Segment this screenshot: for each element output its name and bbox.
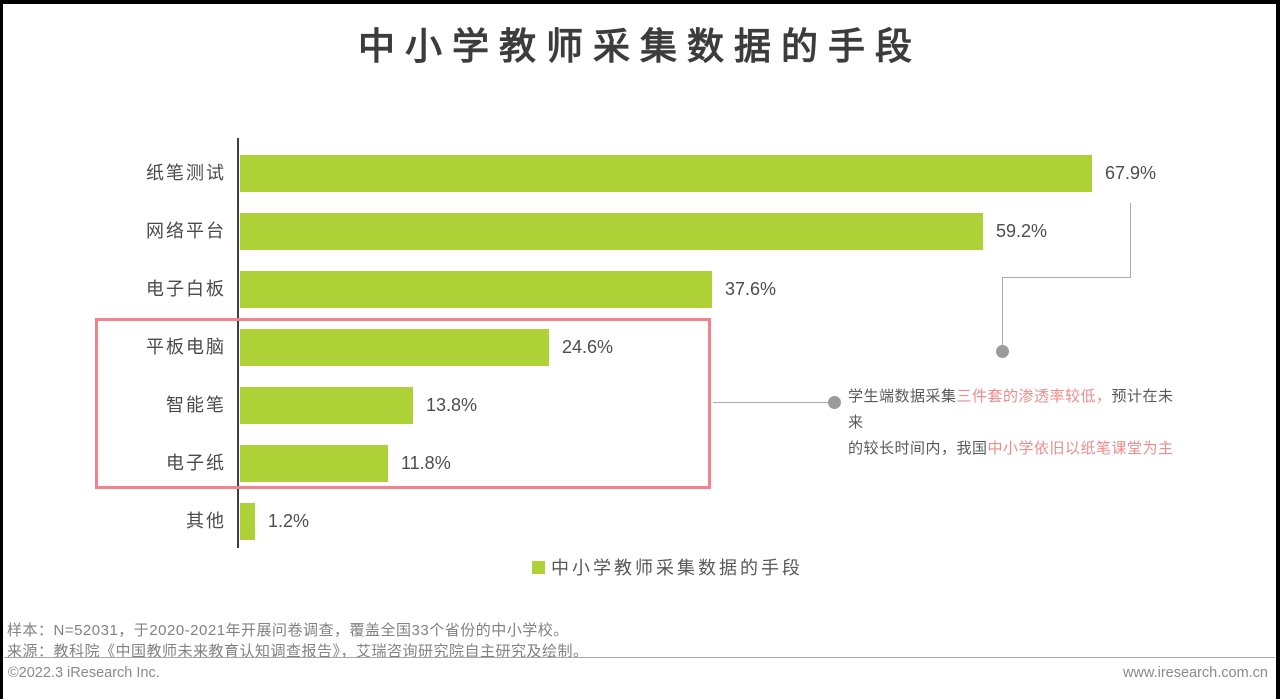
y-axis-line <box>237 138 239 548</box>
legend-label: 中小学教师采集数据的手段 <box>551 558 803 578</box>
bar-4 <box>240 329 549 366</box>
connector-box-dot <box>828 396 841 409</box>
annotation-line-1: 学生端数据采集三件套的渗透率较低，预计在未来 <box>848 384 1178 436</box>
category-label-2: 网络平台 <box>146 221 226 241</box>
category-label-4: 平板电脑 <box>146 337 226 357</box>
category-label-6: 电子纸 <box>166 453 226 473</box>
bar-5 <box>240 387 413 424</box>
annotation-gray-text: 的较长时间内，我国 <box>848 440 988 457</box>
bar-7 <box>240 503 255 540</box>
chart-legend: 中小学教师采集数据的手段 <box>532 554 803 580</box>
frame-border-left <box>0 0 3 699</box>
annotation-gray-text: 预计在未来 <box>848 388 1174 431</box>
category-label-7: 其他 <box>186 511 226 531</box>
connector-top-vertical-1 <box>1130 203 1131 278</box>
value-label-5: 13.8% <box>426 395 478 415</box>
page-title: 中小学教师采集数据的手段 <box>358 26 922 67</box>
connector-box-horizontal <box>713 402 829 403</box>
category-label-5: 智能笔 <box>166 395 226 415</box>
bar-1 <box>240 155 1092 192</box>
footnote-source: 来源：教科院《中国教师未来教育认知调查报告》，艾瑞咨询研究院自主研究及绘制。 <box>7 643 589 660</box>
value-label-7: 1.2% <box>268 511 310 531</box>
annotation-text: 学生端数据采集三件套的渗透率较低，预计在未来 的较长时间内，我国中小学依旧以纸笔… <box>848 384 1178 462</box>
connector-top-dot <box>996 345 1009 358</box>
annotation-line-2: 的较长时间内，我国中小学依旧以纸笔课堂为主 <box>848 436 1178 462</box>
footer-divider <box>4 657 1275 658</box>
value-label-6: 11.8% <box>401 453 451 473</box>
value-label-4: 24.6% <box>562 337 614 357</box>
highlight-box <box>95 318 711 489</box>
frame-border-right <box>1276 0 1280 699</box>
connector-top-vertical-2 <box>1002 277 1003 346</box>
value-label-3: 37.6% <box>725 279 777 299</box>
value-label-1: 67.9% <box>1105 163 1157 183</box>
legend-swatch <box>532 560 545 574</box>
bar-3 <box>240 271 712 308</box>
annotation-red-text: 中小学依旧以纸笔课堂为主 <box>987 440 1174 457</box>
copyright-text: ©2022.3 iResearch Inc. <box>8 665 160 681</box>
annotation-red-text: 三件套的渗透率较低， <box>956 388 1112 405</box>
website-url: www.iresearch.com.cn <box>1122 665 1268 681</box>
category-label-1: 纸笔测试 <box>146 163 226 183</box>
bar-6 <box>240 445 388 482</box>
footnote-sample: 样本：N=52031，于2020-2021年开展问卷调查，覆盖全国33个省份的中… <box>7 622 569 639</box>
category-label-3: 电子白板 <box>146 279 226 299</box>
connector-top-horizontal <box>1002 277 1131 278</box>
annotation-gray-text: 学生端数据采集 <box>848 388 957 405</box>
frame-border-top <box>0 0 1280 4</box>
value-label-2: 59.2% <box>996 221 1048 241</box>
bar-2 <box>240 213 983 250</box>
